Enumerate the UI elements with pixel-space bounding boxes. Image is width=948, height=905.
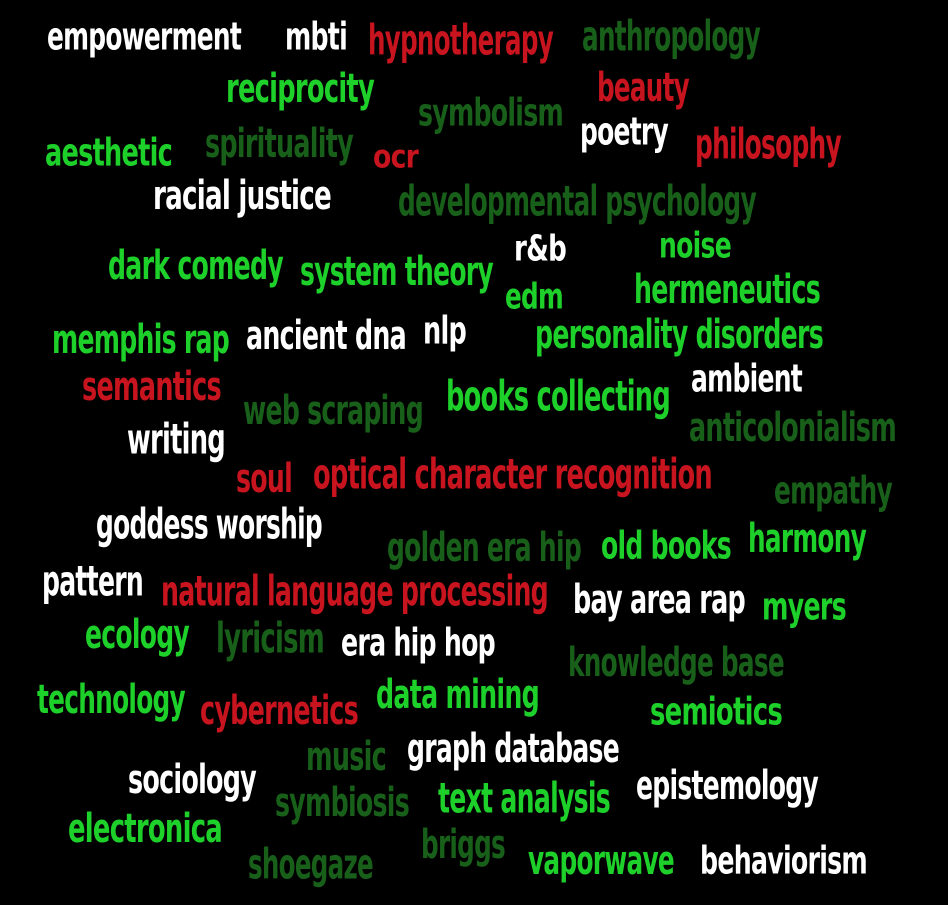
word-hypnotherapy: hypnotherapy <box>368 16 554 66</box>
word-data-mining: data mining <box>376 671 540 719</box>
word-myers: myers <box>762 584 847 630</box>
word-old-books: old books <box>601 523 732 569</box>
word-personality-disorders: personality disorders <box>535 311 824 359</box>
word-nlp: nlp <box>423 308 467 354</box>
word-anthropology: anthropology <box>582 12 761 62</box>
word-memphis-rap: memphis rap <box>52 316 230 364</box>
word-briggs: briggs <box>421 821 506 869</box>
word-pattern: pattern <box>42 557 144 607</box>
word-era-hip-hop: era hip hop <box>341 620 496 666</box>
word-hermeneutics: hermeneutics <box>634 266 821 314</box>
word-aesthetic: aesthetic <box>45 130 173 176</box>
word-developmental-psychology: developmental psychology <box>398 177 757 227</box>
word-optical-character-recognition: optical character recognition <box>313 450 713 500</box>
word-beauty: beauty <box>597 64 690 112</box>
word-symbiosis: symbiosis <box>275 779 410 827</box>
word-knowledge-base: knowledge base <box>568 639 785 687</box>
word-goddess-worship: goddess worship <box>96 500 323 550</box>
word-semiotics: semiotics <box>650 689 783 735</box>
word-ambient: ambient <box>691 356 803 402</box>
word-mbti: mbti <box>285 14 348 60</box>
word-books-collecting: books collecting <box>446 372 671 422</box>
word-soul: soul <box>236 455 293 503</box>
word-golden-era-hip: golden era hip <box>387 524 582 572</box>
word-semantics: semantics <box>82 363 222 411</box>
word-poetry: poetry <box>580 109 669 155</box>
word-text-analysis: text analysis <box>438 774 611 824</box>
word-system-theory: system theory <box>300 248 494 296</box>
word-graph-database: graph database <box>407 725 620 773</box>
word-dark-comedy: dark comedy <box>108 242 284 290</box>
word-cybernetics: cybernetics <box>200 687 359 735</box>
word-spirituality: spirituality <box>205 120 354 168</box>
word-writing: writing <box>127 415 226 465</box>
word-symbolism: symbolism <box>418 90 564 136</box>
word-philosophy: philosophy <box>695 120 842 170</box>
word-bay-area-rap: bay area rap <box>573 576 746 624</box>
word-vaporwave: vaporwave <box>528 837 675 885</box>
word-web-scraping: web scraping <box>243 387 424 435</box>
word-rnb: r&b <box>514 227 567 271</box>
word-electronica: electronica <box>68 805 223 853</box>
word-technology: technology <box>37 676 186 724</box>
word-anticolonialism: anticolonialism <box>689 404 897 452</box>
word-ecology: ecology <box>85 611 190 659</box>
word-epistemology: epistemology <box>636 762 819 810</box>
word-shoegaze: shoegaze <box>248 840 374 890</box>
word-edm: edm <box>505 275 564 319</box>
word-empowerment: empowerment <box>47 14 242 60</box>
word-ancient-dna: ancient dna <box>246 312 407 360</box>
word-ocr: ocr <box>373 138 419 176</box>
word-music: music <box>306 733 387 781</box>
word-reciprocity: reciprocity <box>226 65 375 113</box>
word-harmony: harmony <box>748 515 867 563</box>
word-noise: noise <box>659 224 732 268</box>
word-lyricism: lyricism <box>216 614 325 664</box>
word-empathy: empathy <box>774 468 893 514</box>
word-natural-language-processing: natural language processing <box>161 567 549 617</box>
word-behaviorism: behaviorism <box>700 838 868 884</box>
word-sociology: sociology <box>128 756 257 804</box>
word-racial-justice: racial justice <box>153 172 332 220</box>
